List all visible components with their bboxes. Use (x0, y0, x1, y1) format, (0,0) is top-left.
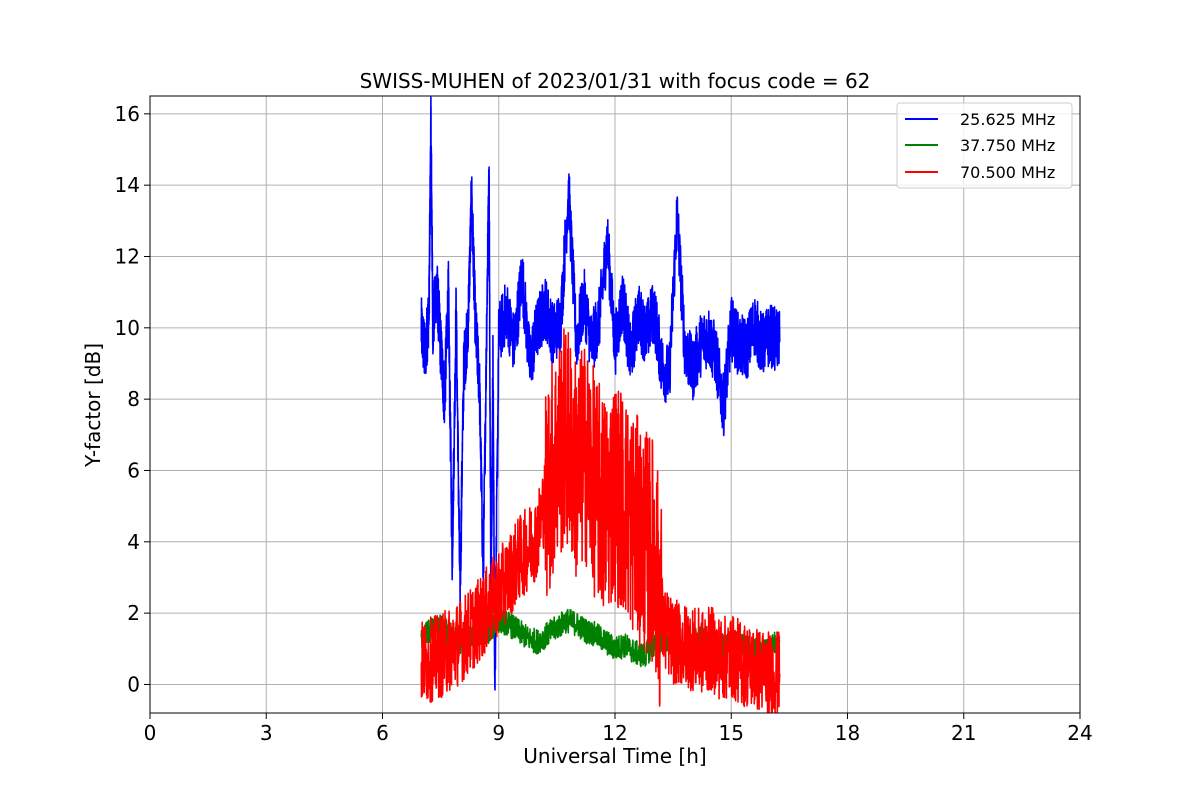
legend-label: 25.625 MHz (960, 110, 1055, 129)
y-tick-label: 10 (115, 316, 140, 340)
x-tick-label: 24 (1067, 721, 1092, 745)
y-tick-label: 4 (127, 530, 140, 554)
y-axis-label: Y-factor [dB] (81, 343, 105, 468)
x-tick-label: 0 (144, 721, 157, 745)
y-tick-label: 0 (127, 672, 140, 696)
x-tick-label: 15 (719, 721, 744, 745)
x-ticks: 0 3 6 9 12 15 18 21 24 (144, 713, 1093, 745)
y-ticks: 0 2 4 6 8 10 12 14 16 (115, 102, 150, 696)
legend-label: 70.500 MHz (960, 163, 1055, 182)
y-tick-label: 2 (127, 601, 140, 625)
y-tick-label: 6 (127, 458, 140, 482)
y-tick-label: 8 (127, 387, 140, 411)
x-tick-label: 18 (835, 721, 860, 745)
x-tick-label: 21 (951, 721, 976, 745)
series-line-0 (420, 96, 781, 691)
x-tick-label: 6 (376, 721, 389, 745)
x-tick-label: 3 (260, 721, 273, 745)
y-tick-label: 12 (115, 244, 140, 268)
legend: 25.625 MHz 37.750 MHz 70.500 MHz (896, 102, 1073, 189)
x-axis-label: Universal Time [h] (523, 744, 706, 768)
legend-box (896, 102, 1073, 189)
y-tick-label: 14 (115, 173, 140, 197)
x-tick-label: 12 (602, 721, 627, 745)
series-layer (420, 96, 781, 713)
legend-label: 37.750 MHz (960, 136, 1055, 155)
x-tick-label: 9 (492, 721, 505, 745)
chart-title: SWISS-MUHEN of 2023/01/31 with focus cod… (360, 69, 871, 93)
y-tick-label: 16 (115, 102, 140, 126)
series-line-2 (420, 328, 781, 713)
